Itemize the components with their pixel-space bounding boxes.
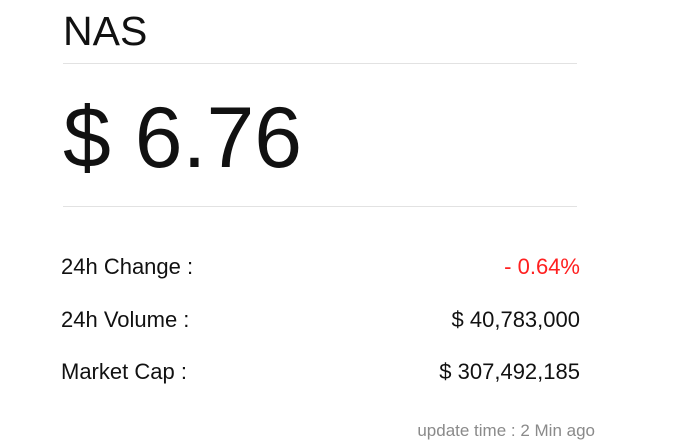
stat-row-24h-volume: 24h Volume : $ 40,783,000 [61, 304, 580, 336]
update-time: update time : 2 Min ago [417, 421, 595, 440]
stat-value-24h-change: - 0.64% [504, 254, 580, 279]
coin-price: $ 6.76 [63, 90, 303, 186]
stat-row-market-cap: Market Cap : $ 307,492,185 [61, 356, 580, 388]
top-divider [63, 63, 577, 64]
stat-value-market-cap: $ 307,492,185 [439, 359, 580, 384]
stat-value-24h-volume: $ 40,783,000 [451, 307, 580, 332]
stat-row-24h-change: 24h Change : - 0.64% [61, 251, 580, 283]
stat-label-market-cap: Market Cap : [61, 359, 187, 384]
coin-symbol: NAS [63, 8, 148, 54]
price-divider [63, 206, 577, 207]
stat-label-24h-volume: 24h Volume : [61, 307, 190, 332]
stat-label-24h-change: 24h Change : [61, 254, 194, 279]
